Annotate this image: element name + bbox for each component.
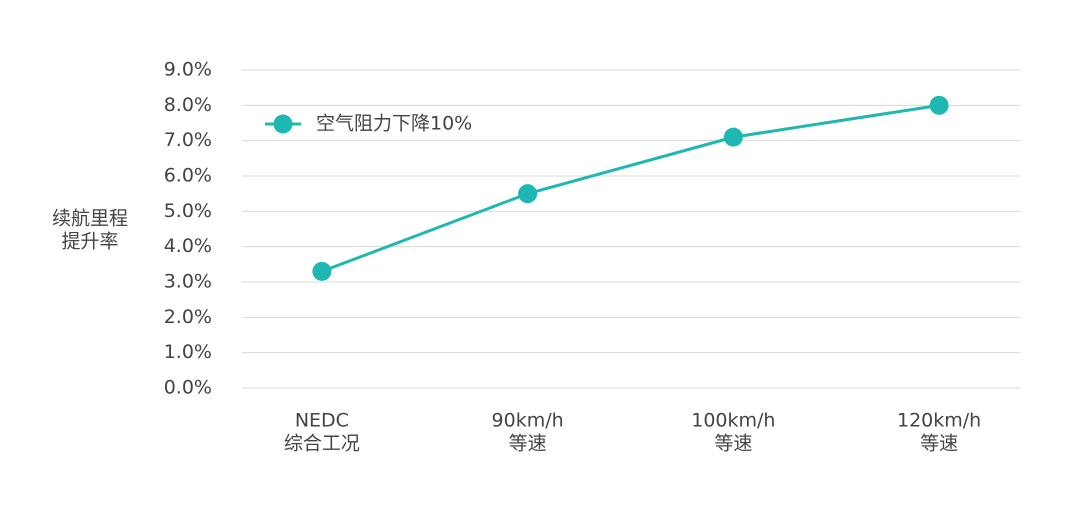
data-point	[929, 95, 949, 115]
x-tick-label: 100km/h 等速	[691, 409, 775, 454]
data-point	[723, 127, 743, 147]
legend-label: 空气阻力下降10%	[316, 113, 472, 135]
y-tick-label: 9.0%	[164, 59, 212, 81]
y-axis-label: 续航里程提升率	[52, 207, 128, 252]
x-tick-label: NEDC 综合工况	[284, 409, 360, 454]
x-tick-label: 120km/h 等速	[897, 409, 981, 454]
y-tick-label: 4.0%	[164, 235, 212, 257]
y-tick-label: 0.0%	[164, 377, 212, 399]
y-tick-label: 3.0%	[164, 271, 212, 293]
y-tick-label: 5.0%	[164, 200, 212, 222]
y-tick-label: 6.0%	[164, 165, 212, 187]
data-point	[312, 261, 332, 281]
y-tick-label: 7.0%	[164, 129, 212, 151]
x-tick-label: 90km/h 等速	[492, 409, 564, 454]
legend-marker	[273, 114, 293, 134]
data-line	[321, 103, 940, 273]
y-tick-label: 2.0%	[164, 306, 212, 328]
data-point	[518, 184, 538, 204]
y-tick-label: 1.0%	[164, 341, 212, 363]
y-tick-label: 8.0%	[164, 94, 212, 116]
